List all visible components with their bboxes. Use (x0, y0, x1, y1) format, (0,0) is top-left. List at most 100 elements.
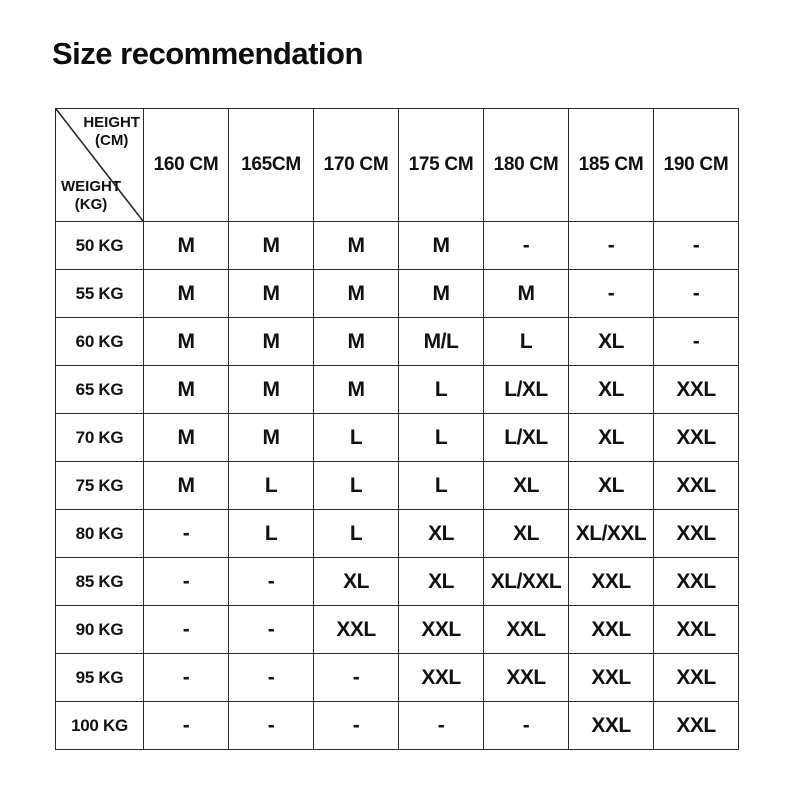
size-cell: L (228, 461, 314, 510)
size-cell: M (228, 221, 314, 270)
size-cell: - (568, 221, 654, 270)
size-cell: XL (398, 557, 484, 606)
size-cell: M (143, 317, 229, 366)
size-cell: M (228, 365, 314, 414)
size-cell: M (143, 461, 229, 510)
size-cell: L/XL (483, 413, 569, 462)
size-cell: - (143, 557, 229, 606)
size-cell: XXL (483, 653, 569, 702)
size-cell: L (313, 461, 399, 510)
size-cell: XXL (398, 653, 484, 702)
size-cell: XXL (653, 461, 739, 510)
size-cell: - (143, 701, 229, 750)
table-row: 75 KG M L L L XL XL XXL (55, 461, 739, 510)
corner-height-label: HEIGHT (CM) (83, 114, 140, 150)
size-cell: L (398, 413, 484, 462)
height-column-header: 190 CM (653, 108, 739, 222)
size-cell: XXL (568, 653, 654, 702)
size-cell: M (313, 317, 399, 366)
table-row: 90 KG - - XXL XXL XXL XXL XXL (55, 605, 739, 654)
weight-row-header: 100 KG (55, 701, 144, 750)
size-cell: XXL (653, 653, 739, 702)
weight-row-header: 60 KG (55, 317, 144, 366)
size-cell: L (483, 317, 569, 366)
weight-row-header: 90 KG (55, 605, 144, 654)
table-row: 70 KG M M L L L/XL XL XXL (55, 413, 739, 462)
weight-row-header: 65 KG (55, 365, 144, 414)
height-column-header: 180 CM (483, 108, 569, 222)
weight-row-header: 85 KG (55, 557, 144, 606)
size-cell: XL (313, 557, 399, 606)
page-title: Size recommendation (52, 36, 363, 71)
height-column-header: 175 CM (398, 108, 484, 222)
size-cell: - (653, 269, 739, 318)
size-cell: M/L (398, 317, 484, 366)
size-cell: M (313, 365, 399, 414)
size-cell: - (143, 653, 229, 702)
table-row: 80 KG - L L XL XL XL/XXL XXL (55, 509, 739, 558)
table-row: 55 KG M M M M M - - (55, 269, 739, 318)
size-cell: M (228, 269, 314, 318)
size-cell: - (398, 701, 484, 750)
height-column-header: 170 CM (313, 108, 399, 222)
size-cell: - (483, 221, 569, 270)
size-cell: XL (568, 317, 654, 366)
corner-weight-label: WEIGHT (KG) (61, 178, 121, 214)
size-cell: L (313, 509, 399, 558)
height-column-header: 185 CM (568, 108, 654, 222)
size-cell: - (483, 701, 569, 750)
weight-row-header: 55 KG (55, 269, 144, 318)
size-cell: XXL (568, 605, 654, 654)
size-cell: XXL (653, 413, 739, 462)
table-row: 100 KG - - - - - XXL XXL (55, 701, 739, 750)
size-cell: - (653, 317, 739, 366)
size-cell: M (398, 269, 484, 318)
size-cell: M (143, 221, 229, 270)
size-cell: - (653, 221, 739, 270)
size-cell: XXL (653, 605, 739, 654)
size-cell: - (228, 701, 314, 750)
size-cell: XXL (313, 605, 399, 654)
diagonal-divider-line (56, 109, 143, 221)
size-cell: L/XL (483, 365, 569, 414)
size-cell: XXL (483, 605, 569, 654)
header-row: HEIGHT (CM) WEIGHT (KG) 160 CM 165CM 170 C… (55, 108, 739, 222)
size-cell: - (228, 557, 314, 606)
size-cell: M (313, 269, 399, 318)
size-cell: XXL (398, 605, 484, 654)
table-row: 50 KG M M M M - - - (55, 221, 739, 270)
size-table: HEIGHT (CM) WEIGHT (KG) 160 CM 165CM 170 C… (55, 108, 739, 750)
size-cell: - (313, 653, 399, 702)
size-cell: - (143, 605, 229, 654)
weight-row-header: 80 KG (55, 509, 144, 558)
height-column-header: 160 CM (143, 108, 229, 222)
height-column-header: 165CM (228, 108, 314, 222)
size-cell: M (143, 269, 229, 318)
size-cell: M (313, 221, 399, 270)
size-cell: XXL (653, 509, 739, 558)
size-cell: M (483, 269, 569, 318)
size-cell: M (228, 413, 314, 462)
size-cell: XXL (653, 557, 739, 606)
size-cell: - (228, 605, 314, 654)
size-cell: - (143, 509, 229, 558)
table-row: 65 KG M M M L L/XL XL XXL (55, 365, 739, 414)
weight-row-header: 70 KG (55, 413, 144, 462)
weight-label-text: WEIGHT (61, 178, 121, 195)
weight-row-header: 75 KG (55, 461, 144, 510)
size-cell: XXL (568, 701, 654, 750)
size-cell: M (143, 365, 229, 414)
table-row: 85 KG - - XL XL XL/XXL XXL XXL (55, 557, 739, 606)
weight-row-header: 50 KG (55, 221, 144, 270)
table-row: 60 KG M M M M/L L XL - (55, 317, 739, 366)
height-unit-text: (CM) (95, 132, 129, 149)
size-cell: XXL (568, 557, 654, 606)
size-cell: M (143, 413, 229, 462)
table-row: 95 KG - - - XXL XXL XXL XXL (55, 653, 739, 702)
size-cell: XL (568, 461, 654, 510)
size-cell: XL/XXL (568, 509, 654, 558)
size-cell: XL (568, 365, 654, 414)
size-cell: L (313, 413, 399, 462)
corner-cell: HEIGHT (CM) WEIGHT (KG) (55, 108, 144, 222)
